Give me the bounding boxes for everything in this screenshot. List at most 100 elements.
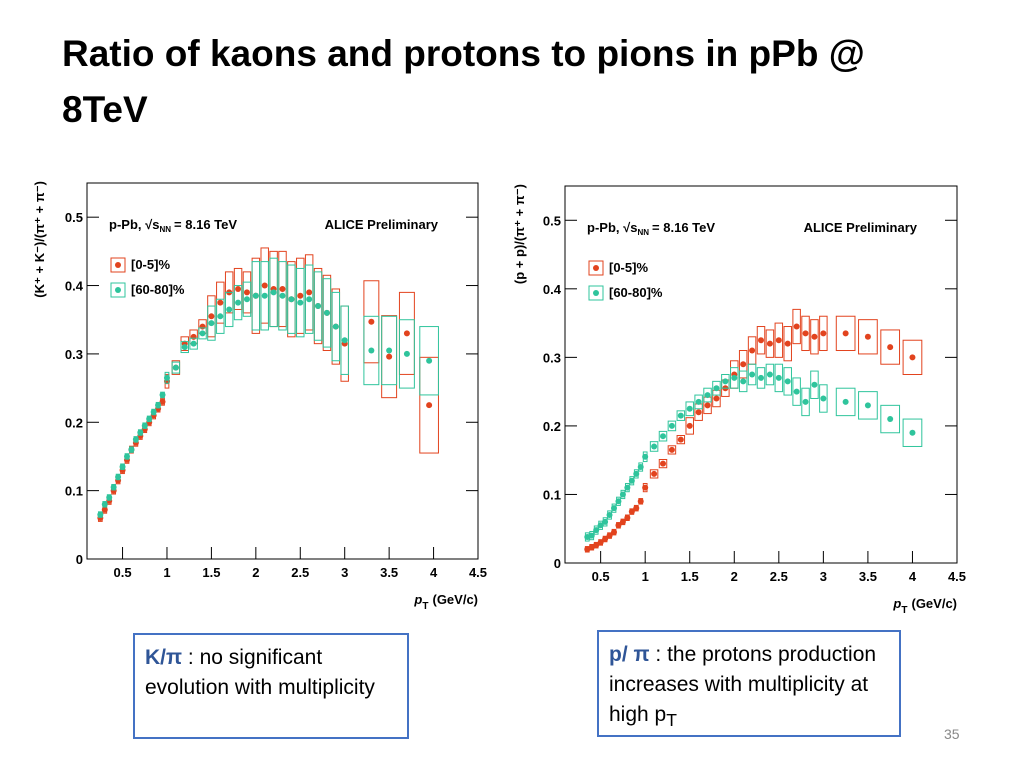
data-point	[137, 429, 144, 436]
syst-box	[783, 326, 792, 362]
data-point	[159, 391, 166, 398]
y-axis-label: (K⁺ + K⁻)/(π⁺ + π⁻)	[32, 181, 47, 298]
data-point	[842, 398, 849, 405]
data-point	[766, 340, 773, 347]
data-point	[793, 323, 800, 330]
data-point	[208, 320, 215, 327]
syst-box	[902, 339, 923, 375]
y-tick-label: 0.1	[543, 487, 561, 502]
data-point	[368, 347, 375, 354]
data-point	[217, 299, 224, 306]
syst-box	[738, 350, 748, 379]
data-point	[820, 330, 827, 337]
note-text: : the protons production increases with …	[609, 643, 877, 726]
syst-box	[694, 394, 703, 410]
syst-box	[381, 315, 398, 386]
data-point	[686, 405, 693, 412]
energy-suffix: = 8.16 TeV	[174, 217, 237, 232]
syst-box	[835, 387, 856, 417]
legend-box	[588, 285, 604, 301]
data-point	[199, 330, 206, 337]
legend-label: [0-5]%	[609, 260, 648, 275]
y-tick-label: 0.1	[65, 484, 83, 499]
syst-box	[233, 285, 243, 321]
data-point	[306, 289, 313, 296]
x-label-main: p	[892, 596, 901, 611]
data-point	[704, 392, 711, 399]
data-point	[740, 378, 747, 385]
x-tick-label: 0.5	[592, 569, 610, 584]
plot-frame	[564, 185, 958, 564]
data-point	[306, 296, 313, 303]
data-point	[660, 433, 666, 440]
syst-box	[783, 367, 792, 396]
syst-box	[269, 257, 278, 328]
data-point	[261, 292, 268, 299]
x-tick-label: 1.5	[202, 565, 220, 580]
syst-box	[260, 261, 269, 331]
data-point	[686, 422, 693, 429]
syst-box	[224, 291, 234, 328]
data-point	[128, 446, 135, 453]
y-tick-label: 0.3	[65, 347, 83, 362]
x-tick-label: 3.5	[380, 565, 398, 580]
syst-box	[819, 384, 828, 413]
data-point	[368, 318, 375, 325]
data-point	[190, 333, 197, 340]
data-point	[163, 374, 170, 381]
legend-label: [60-80]%	[131, 282, 185, 297]
syst-box	[774, 363, 784, 393]
syst-box	[774, 322, 784, 358]
legend-marker	[593, 265, 599, 271]
data-point	[811, 381, 818, 388]
syst-box	[810, 370, 819, 399]
data-point	[651, 470, 658, 477]
data-point	[597, 522, 604, 529]
data-point	[864, 402, 871, 409]
data-point	[403, 330, 410, 337]
data-point	[110, 484, 117, 491]
x-tick-label: 4.5	[469, 565, 487, 580]
data-point	[695, 409, 702, 416]
data-point	[426, 402, 433, 409]
syst-box	[801, 387, 810, 417]
y-tick-label: 0.4	[543, 282, 562, 297]
syst-box	[198, 327, 207, 340]
syst-box	[858, 319, 878, 355]
x-axis-label: pT (GeV/c)	[892, 596, 957, 616]
data-point	[243, 289, 250, 296]
data-point	[159, 398, 166, 405]
x-label-suffix: (GeV/c)	[432, 592, 478, 607]
y-tick-label: 0.2	[65, 415, 83, 430]
syst-box	[792, 308, 801, 345]
data-point	[150, 409, 157, 416]
legend-box	[588, 260, 604, 276]
data-point	[619, 491, 626, 498]
x-tick-label: 2.5	[291, 565, 309, 580]
data-point	[668, 446, 675, 453]
syst-box	[712, 380, 721, 396]
data-point	[588, 532, 595, 539]
syst-box	[810, 319, 819, 355]
x-label-main: p	[413, 592, 422, 607]
data-point	[199, 323, 206, 330]
legend-marker	[593, 290, 599, 296]
data-point	[713, 395, 720, 402]
data-point	[628, 477, 635, 484]
data-point	[288, 296, 295, 303]
legend-marker	[115, 287, 121, 293]
data-point	[624, 484, 631, 491]
syst-box	[756, 326, 766, 355]
data-point	[633, 505, 640, 512]
syst-box	[819, 315, 828, 352]
page-number: 35	[944, 726, 960, 742]
y-tick-label: 0.5	[543, 213, 561, 228]
x-tick-label: 1	[642, 569, 649, 584]
x-label-sub: T	[422, 601, 428, 612]
syst-box	[363, 315, 380, 386]
data-point	[123, 453, 130, 460]
data-point	[141, 422, 148, 429]
data-point	[181, 344, 188, 351]
data-point	[784, 378, 791, 385]
data-point	[731, 374, 738, 381]
